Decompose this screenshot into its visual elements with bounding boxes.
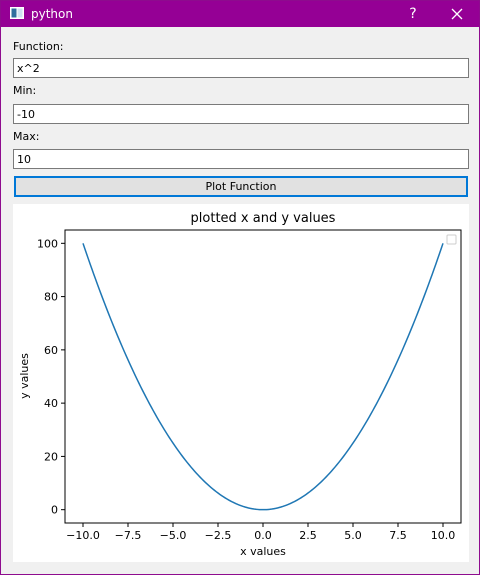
plot-function-button[interactable]: Plot Function (14, 176, 468, 197)
min-label: Min: (13, 84, 37, 97)
legend-box (446, 234, 457, 245)
function-label: Function: (13, 40, 64, 53)
chart-title: plotted x and y values (191, 211, 336, 226)
help-button[interactable]: ? (409, 6, 417, 22)
x-tick-label: 5.0 (344, 529, 362, 542)
close-icon (451, 8, 463, 20)
function-input[interactable] (13, 58, 469, 78)
plot-area (64, 229, 462, 524)
window-title: python (31, 7, 73, 21)
x-tick-label: −2.5 (205, 529, 232, 542)
title-bar[interactable]: python ? (1, 1, 479, 27)
x-axis-label: x values (240, 545, 286, 558)
close-button[interactable] (443, 1, 471, 27)
series-line (82, 243, 444, 511)
x-tick-label: 7.5 (389, 529, 407, 542)
max-label: Max: (13, 130, 40, 143)
x-tick-label: 0.0 (254, 529, 272, 542)
y-tick-label: 80 (44, 291, 58, 304)
x-tick-label: −5.0 (160, 529, 187, 542)
y-tick-label: 0 (51, 504, 58, 517)
y-tick-label: 20 (44, 450, 58, 463)
y-tick-label: 100 (37, 237, 58, 250)
x-tick-label: 10.0 (431, 529, 456, 542)
x-tick-label: −7.5 (115, 529, 142, 542)
min-input[interactable] (13, 104, 469, 124)
x-tick-label: 2.5 (299, 529, 317, 542)
line-chart: plotted x and y values −10.0 −7.5 −5.0 −2.5… (18, 211, 462, 558)
max-input[interactable] (13, 149, 469, 169)
y-tick-label: 60 (44, 344, 58, 357)
plot-canvas[interactable]: plotted x and y values −10.0 −7.5 −5.0 −2.5… (13, 204, 469, 562)
python-app-icon (10, 7, 24, 19)
x-tick-label: −10.0 (66, 529, 100, 542)
y-tick-label: 40 (44, 397, 58, 410)
y-axis-label: y values (18, 353, 31, 399)
